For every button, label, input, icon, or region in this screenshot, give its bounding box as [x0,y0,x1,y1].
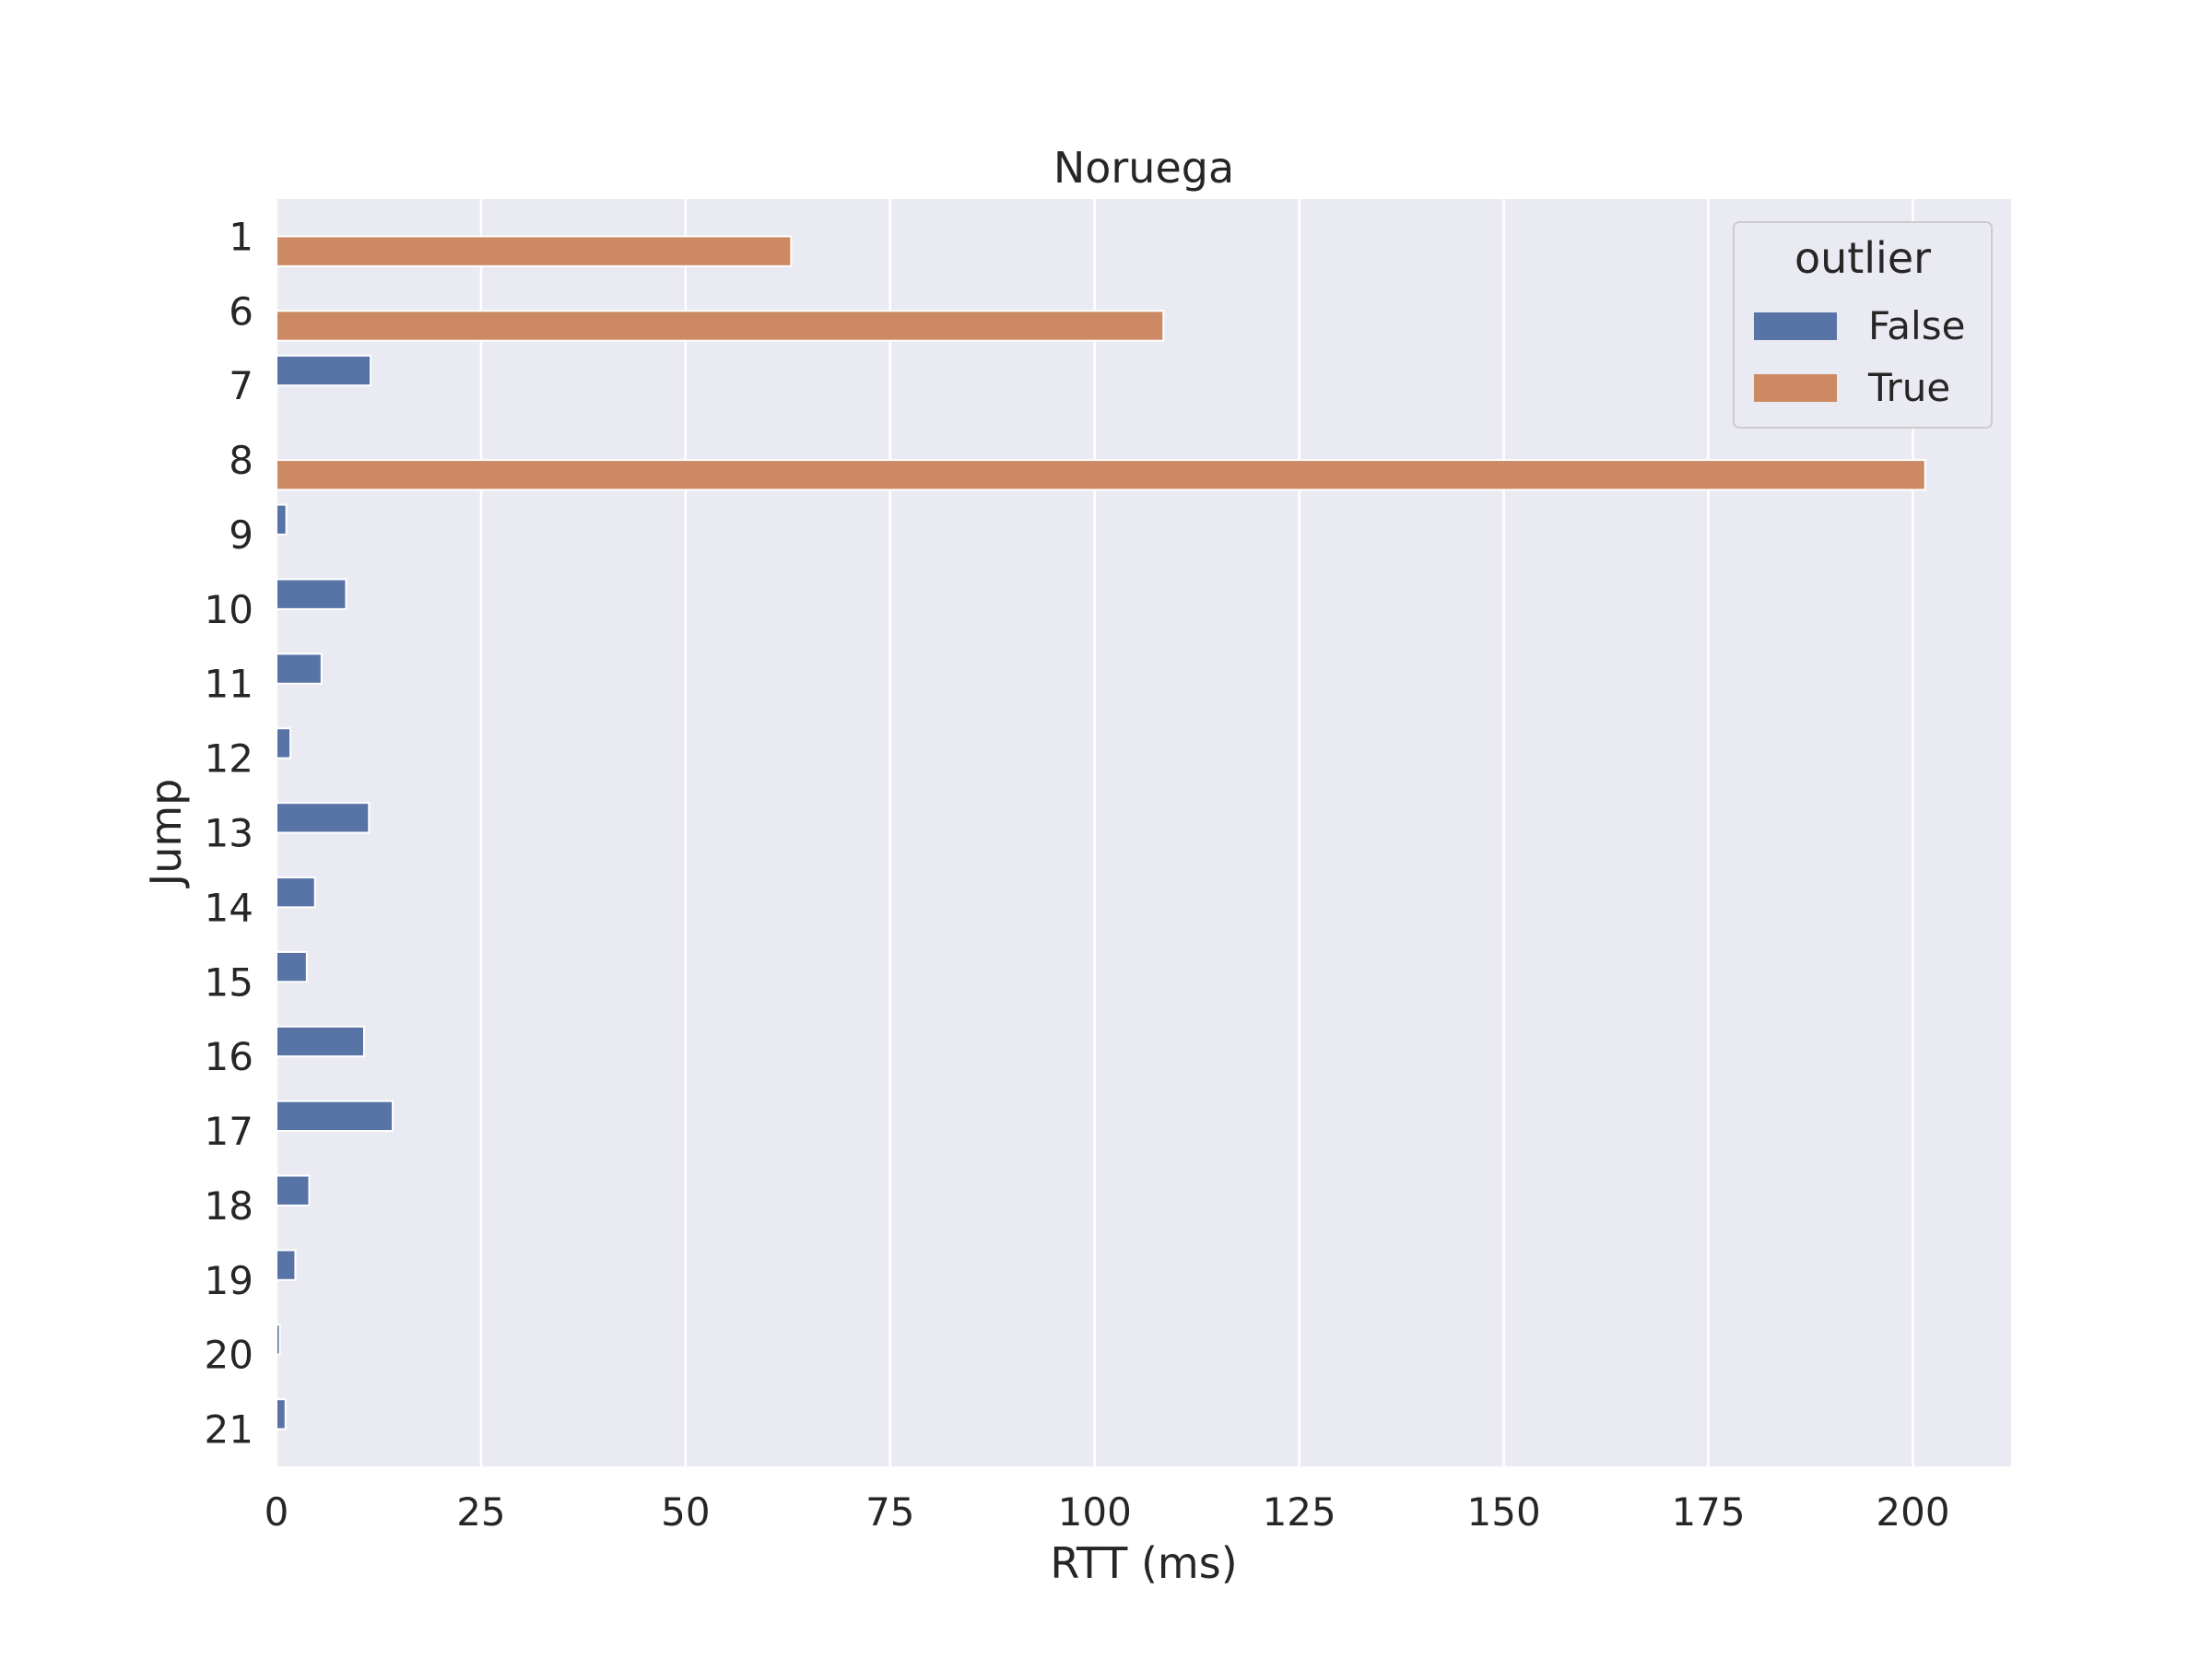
x-tick-label: 200 [1876,1489,1949,1535]
y-tick-label: 20 [205,1333,253,1378]
bars [276,235,1926,1430]
y-tick-label: 9 [229,512,253,558]
chart-title: Noruega [1053,143,1234,193]
y-axis-label: Jump [141,779,191,889]
y-tick-label: 10 [205,587,253,632]
y-tick-label: 14 [205,885,253,930]
bar-false-jump-11 [276,653,323,685]
x-axis-label: RTT (ms) [1050,1538,1237,1588]
y-tick-label: 16 [205,1034,253,1079]
bar-false-jump-15 [276,950,308,983]
y-tick-label: 11 [205,662,253,707]
bar-true-jump-6 [276,310,1165,342]
y-tick-label: 1 [229,214,253,259]
x-tick-label: 50 [661,1489,710,1535]
legend-label-false: False [1868,303,1965,348]
y-tick-label: 19 [205,1258,253,1303]
legend: outlier False True [1733,221,1993,429]
legend-title: outlier [1794,233,1931,283]
x-tick-label: 75 [865,1489,914,1535]
bar-false-jump-18 [276,1174,311,1206]
legend-swatch-true [1754,374,1837,402]
y-tick-label: 21 [205,1407,253,1453]
bar-false-jump-19 [276,1249,297,1281]
bar-false-jump-16 [276,1025,365,1058]
x-axis-ticks: 0 25 50 75 100 125 150 175 200 [265,1489,1950,1535]
x-tick-label: 25 [456,1489,505,1535]
y-tick-label: 13 [205,811,253,856]
bar-true-jump-1 [276,235,793,267]
bar-false-jump-9 [276,503,288,535]
bar-false-jump-20 [276,1324,281,1356]
bar-false-jump-13 [276,802,371,834]
legend-swatch-false [1754,312,1837,340]
bar-false-jump-10 [276,578,347,610]
x-tick-label: 175 [1671,1489,1745,1535]
x-tick-label: 150 [1467,1489,1541,1535]
y-tick-label: 15 [205,959,253,1005]
y-tick-label: 18 [205,1183,253,1229]
x-tick-label: 0 [265,1489,289,1535]
x-tick-label: 125 [1263,1489,1336,1535]
y-tick-label: 7 [229,363,253,408]
bar-true-jump-8 [276,459,1926,491]
x-tick-label: 100 [1058,1489,1132,1535]
y-tick-label: 6 [229,288,253,334]
bar-false-jump-7 [276,354,372,387]
bar-false-jump-17 [276,1100,394,1133]
y-tick-label: 17 [205,1109,253,1154]
bar-false-jump-21 [276,1398,287,1430]
bar-false-jump-12 [276,727,292,759]
legend-label-true: True [1867,365,1950,410]
plot-background [276,199,2011,1466]
y-tick-label: 8 [229,438,253,483]
bar-false-jump-14 [276,877,316,909]
y-tick-label: 12 [205,736,253,782]
